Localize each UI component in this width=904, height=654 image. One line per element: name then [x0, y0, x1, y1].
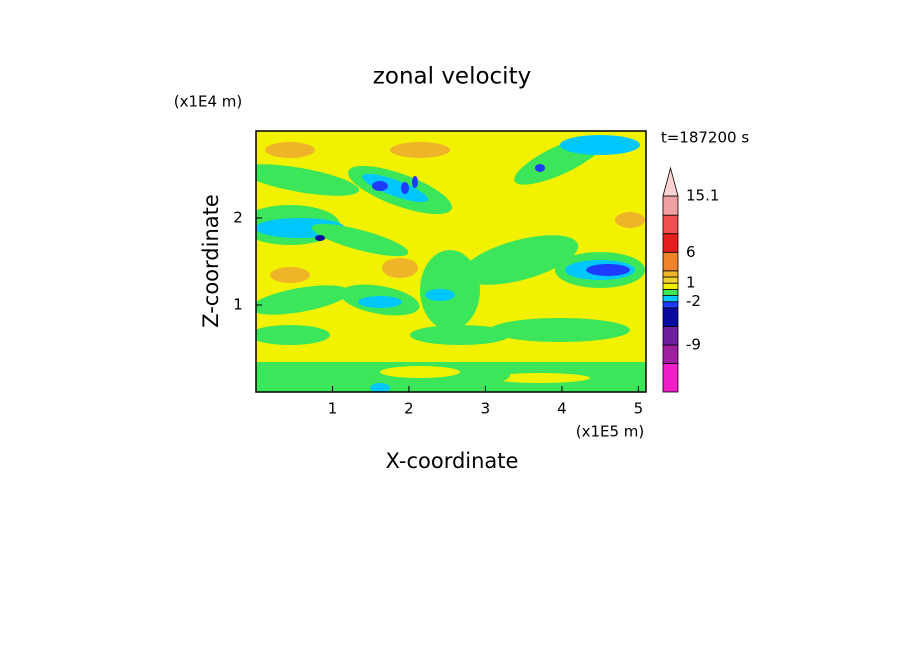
colorbar-segment: [662, 282, 679, 290]
colorbar-segment: [662, 344, 679, 364]
colorbar-segment: [662, 288, 679, 296]
y-axis-title: Z-coordinate: [199, 194, 223, 328]
colorbar-segment: [662, 363, 679, 393]
x-tick-label: 5: [634, 400, 644, 418]
colorbar-tick-label: 15.1: [686, 187, 719, 205]
y-tick-label: 1: [233, 296, 243, 314]
x-tick-label: 3: [481, 400, 491, 418]
colorbar-segment: [662, 270, 679, 278]
colorbar-tick-label: 6: [686, 243, 696, 261]
contour-field: [256, 131, 646, 392]
colorbar-segment: [662, 251, 679, 272]
colorbar-segment: [662, 276, 679, 284]
colorbar-tick-label: -9: [686, 336, 701, 354]
colorbar-segment: [662, 195, 679, 216]
x-tick-label: 1: [328, 400, 338, 418]
colorbar-segment: [662, 326, 679, 346]
x-axis-title: X-coordinate: [386, 449, 519, 473]
colorbar-segment: [662, 214, 679, 235]
x-unit: (x1E5 m): [576, 423, 645, 441]
x-tick-label: 2: [404, 400, 414, 418]
plot-frame: [255, 130, 647, 393]
x-tick-label: 4: [557, 400, 567, 418]
colorbar-segment: [662, 295, 679, 303]
colorbar-extension: [662, 166, 679, 197]
colorbar-tick-label: 1: [686, 274, 696, 292]
y-tick-label: 2: [233, 209, 243, 227]
colorbar-segment: [662, 233, 679, 253]
y-unit: (x1E4 m): [174, 93, 243, 111]
chart-title: zonal velocity: [373, 64, 531, 90]
colorbar-segment: [662, 301, 679, 309]
colorbar-segment: [662, 307, 679, 327]
annotation: t=187200 s: [661, 129, 749, 147]
colorbar-tick-label: -2: [686, 292, 701, 310]
